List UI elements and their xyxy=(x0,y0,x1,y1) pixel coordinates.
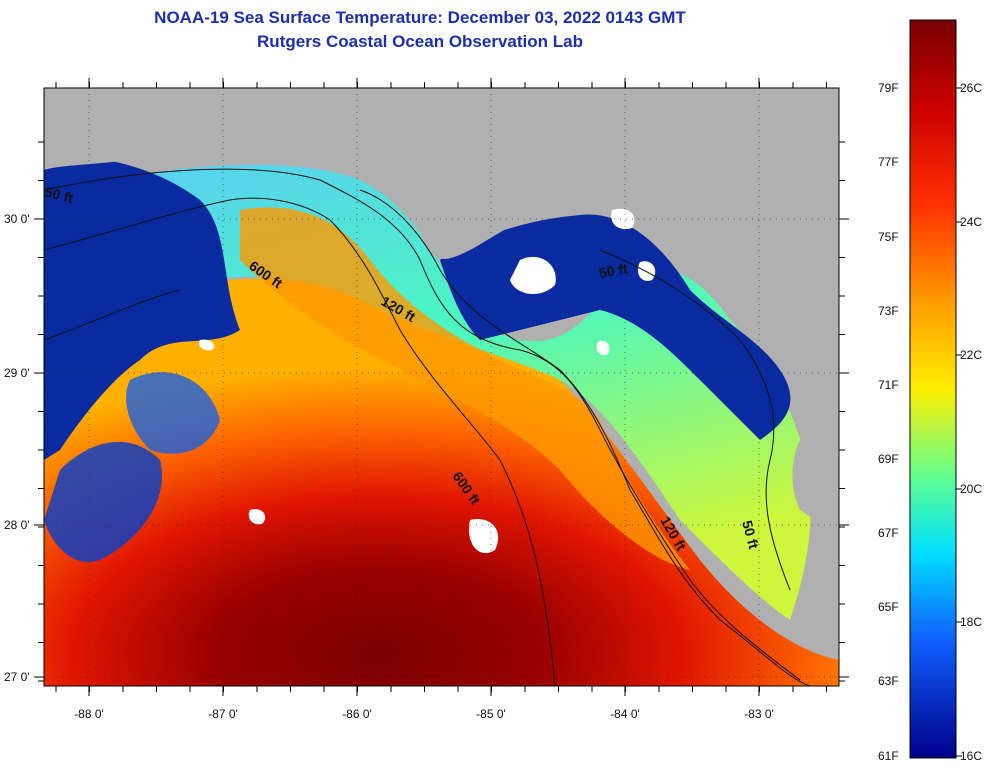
lat-tick-label: 27 0' xyxy=(4,670,30,684)
colorbar-c-label: 24C xyxy=(960,215,982,229)
colorbar-f-label: 69F xyxy=(878,452,899,466)
lon-tick-label: -88 0' xyxy=(74,707,104,721)
lon-tick-label: -84 0' xyxy=(610,707,640,721)
colorbar-c-label: 18C xyxy=(960,615,982,629)
chart-title: NOAA-19 Sea Surface Temperature: Decembe… xyxy=(154,8,686,27)
colorbar-labels: 79F 77F 75F 73F 71F 69F 67F 65F 63F 61F 26C 24C 22C 2… xyxy=(878,81,982,763)
longitude-axis: -88 0' -87 0' -86 0' -85 0' -84 0' -83 0' xyxy=(55,78,827,721)
colorbar-f-label: 75F xyxy=(878,230,899,244)
cold-patch-mid xyxy=(126,372,220,454)
colorbar-f-label: 63F xyxy=(878,674,899,688)
lon-tick-label: -83 0' xyxy=(744,707,774,721)
colorbar-f-label: 67F xyxy=(878,526,899,540)
lon-tick-label: -87 0' xyxy=(208,707,238,721)
colorbar-f-label: 71F xyxy=(878,378,899,392)
chart-subtitle: Rutgers Coastal Ocean Observation Lab xyxy=(257,32,583,51)
colorbar-c-label: 26C xyxy=(960,81,982,95)
contour-label-50ft-south: 50 ft xyxy=(739,519,762,551)
colorbar-f-label: 77F xyxy=(878,155,899,169)
lon-tick-label: -86 0' xyxy=(342,707,372,721)
gridlines xyxy=(44,88,839,686)
cold-water-west xyxy=(44,157,240,461)
lon-tick-label: -85 0' xyxy=(476,707,506,721)
colorbar-f-label: 73F xyxy=(878,304,899,318)
bathymetry-contours xyxy=(44,168,811,686)
cold-patches-sw xyxy=(44,441,162,562)
colorbar-f-label: 61F xyxy=(878,749,899,763)
lat-tick-label: 28 0' xyxy=(4,518,30,532)
colorbar-gradient xyxy=(909,19,957,759)
land-north xyxy=(44,88,839,400)
map-border xyxy=(43,87,840,687)
colorbar-c-label: 16C xyxy=(960,749,982,763)
orange-band xyxy=(240,207,690,570)
colorbar-f-label: 79F xyxy=(878,81,899,95)
lat-tick-label: 30 0' xyxy=(4,212,30,226)
latitude-axis: 30 0' 29 0' 28 0' 27 0' xyxy=(4,141,849,684)
warm-water xyxy=(44,278,839,686)
lat-tick-label: 29 0' xyxy=(4,366,30,380)
contour-label-50ft-west: 50 ft xyxy=(43,183,75,206)
colorbar-f-label: 65F xyxy=(878,600,899,614)
colorbar-c-label: 22C xyxy=(960,348,982,362)
land-florida xyxy=(792,400,839,540)
contour-label-50ft-east: 50 ft xyxy=(598,260,629,281)
colorbar-c-label: 20C xyxy=(960,482,982,496)
